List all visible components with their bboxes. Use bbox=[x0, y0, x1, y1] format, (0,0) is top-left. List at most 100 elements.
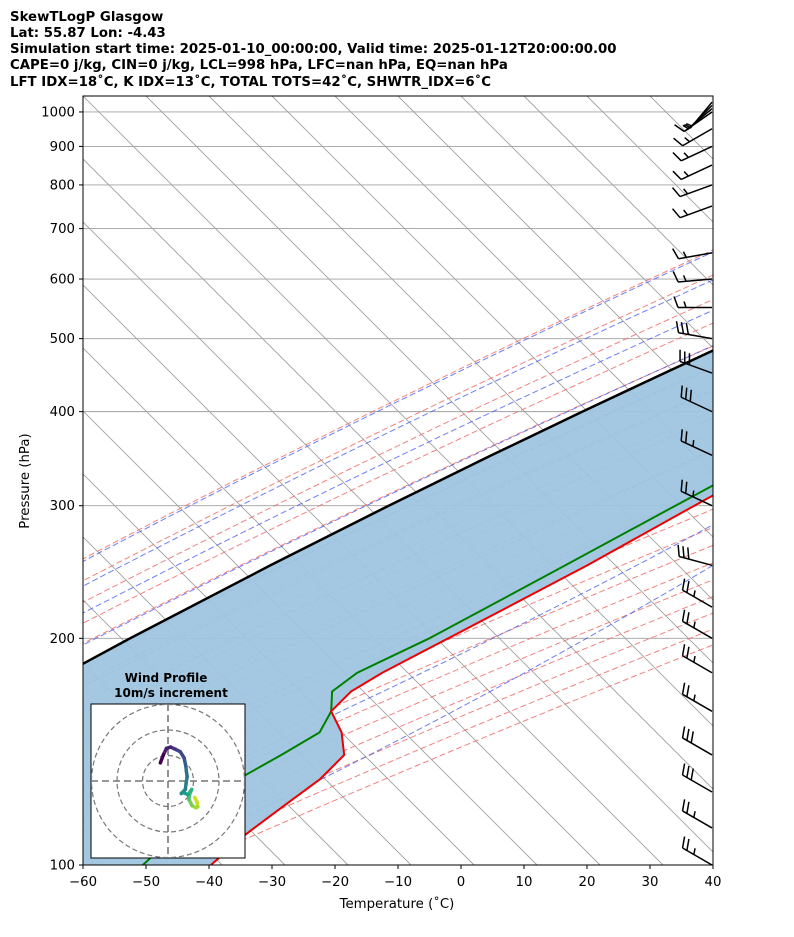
barb-half-flag bbox=[692, 440, 695, 447]
y-tick-label: 600 bbox=[50, 273, 75, 288]
barb-staff bbox=[678, 555, 713, 567]
x-axis-label: Temperature (˚C) bbox=[339, 895, 455, 912]
barb-half-flag bbox=[693, 694, 696, 701]
barb-flag bbox=[680, 385, 683, 398]
barb-flag bbox=[687, 547, 690, 560]
barb-staff bbox=[682, 810, 713, 829]
wind-barbs bbox=[671, 101, 713, 866]
barb-flag bbox=[684, 431, 688, 444]
barb-flag bbox=[684, 387, 688, 400]
barb-flag bbox=[671, 208, 681, 219]
x-tick-label: −40 bbox=[195, 875, 223, 890]
barb-flag bbox=[681, 609, 686, 622]
barb-staff bbox=[682, 774, 713, 793]
barb-staff bbox=[680, 490, 713, 507]
dry-adiabat bbox=[83, 274, 713, 582]
barb-staff bbox=[680, 440, 713, 456]
x-tick-label: 30 bbox=[642, 875, 659, 890]
barb-flag bbox=[681, 726, 686, 739]
barb-flag bbox=[686, 801, 690, 814]
barb-staff bbox=[679, 360, 713, 374]
header-title: SkewTLogP Glasgow bbox=[10, 10, 163, 25]
wind-barb bbox=[681, 763, 713, 793]
wind-barb bbox=[679, 349, 713, 374]
wind-barb bbox=[681, 644, 713, 674]
wind-barb bbox=[677, 544, 713, 567]
wind-barb bbox=[672, 164, 713, 181]
dry-adiabat bbox=[88, 595, 713, 865]
barb-flag bbox=[684, 481, 688, 494]
barb-flag bbox=[685, 322, 690, 335]
hodograph-area bbox=[91, 704, 245, 858]
barb-staff bbox=[682, 128, 713, 147]
barb-staff bbox=[678, 332, 713, 340]
wind-barb bbox=[671, 205, 713, 219]
isotherm-line bbox=[83, 410, 538, 865]
barb-half-flag bbox=[683, 301, 687, 308]
moist-adiabat bbox=[83, 345, 713, 646]
dewpoint-line bbox=[142, 484, 713, 865]
barb-flag bbox=[686, 838, 690, 851]
barb-flag bbox=[690, 768, 694, 781]
wind-barb bbox=[673, 296, 712, 309]
header-times: Simulation start time: 2025-01-10_00:00:… bbox=[10, 42, 617, 57]
barb-flag bbox=[686, 580, 690, 593]
barb-flag bbox=[674, 124, 685, 133]
barb-staff bbox=[682, 620, 713, 639]
header-location: Lat: 55.87 Lon: -4.43 bbox=[10, 26, 166, 41]
dry-adiabat bbox=[120, 612, 713, 865]
header-indices: CAPE=0 j/kg, CIN=0 j/kg, LCL=998 hPa, LF… bbox=[10, 58, 508, 73]
barb-staff bbox=[680, 396, 713, 413]
isotherm-line bbox=[83, 221, 713, 853]
barb-flag bbox=[680, 479, 683, 492]
wind-barb bbox=[681, 609, 713, 639]
y-tick-label: 800 bbox=[50, 178, 75, 193]
barb-half-flag bbox=[693, 621, 696, 628]
dry-adiabat bbox=[153, 628, 713, 865]
barb-staff bbox=[682, 693, 713, 712]
barb-flag bbox=[681, 578, 686, 591]
barb-flag bbox=[673, 296, 679, 308]
hodograph-subtitle: 10m/s increment bbox=[114, 686, 228, 700]
hodograph-inset: Wind Profile 10m/s increment bbox=[90, 671, 246, 859]
y-tick-label: 500 bbox=[50, 332, 75, 347]
barb-flag bbox=[686, 646, 690, 659]
barb-staff bbox=[678, 252, 713, 260]
temperature-line bbox=[210, 494, 713, 865]
x-tick-label: −10 bbox=[384, 875, 412, 890]
x-tick-label: 0 bbox=[457, 875, 465, 890]
barb-flag bbox=[681, 682, 686, 695]
isotherm-line bbox=[83, 851, 97, 865]
barb-flag bbox=[677, 544, 680, 557]
barb-staff bbox=[682, 847, 713, 866]
wind-barb bbox=[673, 128, 713, 147]
barb-flag bbox=[681, 644, 686, 656]
barb-flag bbox=[675, 321, 680, 333]
barb-half-flag bbox=[683, 209, 689, 216]
barb-flag bbox=[673, 137, 684, 147]
isotherm-line bbox=[397, 96, 713, 412]
wind-barb bbox=[672, 248, 713, 260]
y-tick-label: 1000 bbox=[41, 105, 75, 120]
x-tick-label: 20 bbox=[579, 875, 596, 890]
barb-flag bbox=[690, 731, 694, 744]
wind-barb bbox=[672, 271, 713, 283]
barb-half-flag bbox=[683, 188, 689, 195]
barb-flag bbox=[686, 765, 690, 778]
y-tick-label: 300 bbox=[50, 499, 75, 514]
hodograph-segment bbox=[158, 752, 166, 765]
x-tick-label: 40 bbox=[705, 875, 722, 890]
barb-staff bbox=[682, 737, 713, 756]
wind-barb bbox=[681, 682, 713, 712]
barb-flag bbox=[672, 170, 682, 181]
wind-barb bbox=[681, 578, 713, 608]
y-tick-label: 700 bbox=[50, 222, 75, 237]
barb-half-flag bbox=[683, 170, 689, 177]
barb-flag bbox=[681, 799, 686, 812]
barb-flag bbox=[680, 321, 685, 334]
barb-staff bbox=[682, 655, 713, 674]
wind-barb bbox=[681, 799, 713, 829]
barb-half-flag bbox=[682, 251, 688, 258]
